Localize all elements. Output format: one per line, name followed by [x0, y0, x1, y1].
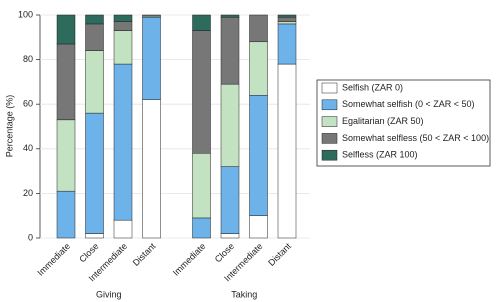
bar-segment	[220, 14, 240, 18]
x-tick-label: Immediate	[171, 241, 208, 278]
bar-segment	[142, 14, 161, 17]
y-tick-label: 40	[23, 143, 33, 153]
x-tick-label: Close	[77, 241, 100, 264]
legend-label: Selfish (ZAR 0)	[342, 82, 403, 92]
group-label: Taking	[231, 289, 257, 299]
y-tick-label: 20	[23, 188, 33, 198]
bar-segment	[192, 14, 211, 31]
bar-segment	[277, 21, 297, 25]
x-tick-label: Distant	[131, 241, 158, 268]
bar-segment	[277, 14, 297, 18]
bar-segment	[113, 63, 133, 221]
bar-segment	[85, 23, 104, 51]
bar-segment	[85, 112, 104, 234]
bar-segment	[249, 14, 268, 43]
legend-swatch	[321, 99, 338, 111]
legend-swatch	[321, 82, 338, 94]
bar-segment	[277, 63, 297, 239]
bar-segment	[277, 16, 297, 22]
x-tick-label: Immediate	[35, 241, 72, 278]
bar-segment	[113, 219, 133, 239]
bar-segment	[192, 217, 211, 239]
bar-segment	[220, 166, 240, 234]
bar-segment	[113, 14, 133, 22]
bar-segment	[56, 14, 76, 45]
legend	[316, 79, 491, 167]
bar-segment	[192, 30, 211, 154]
y-tick-label: 80	[23, 54, 33, 64]
bar-segment	[85, 50, 104, 114]
bar-segment	[192, 153, 211, 219]
x-tick-label: Distant	[266, 241, 293, 268]
y-axis-title: Percentage (%)	[4, 95, 14, 158]
y-tick-label: 60	[23, 99, 33, 109]
legend-label: Egalitarian (ZAR 50)	[342, 116, 424, 126]
legend-label: Somewhat selfish (0 < ZAR < 50)	[342, 99, 475, 109]
bar-segment	[56, 119, 76, 192]
y-tick-label: 0	[28, 232, 33, 242]
bar-segment	[56, 43, 76, 121]
bar-segment	[220, 83, 240, 167]
bar-segment	[56, 190, 76, 239]
bar-segment	[85, 233, 104, 239]
legend-swatch	[321, 133, 338, 144]
y-tick-label: 100	[18, 9, 33, 19]
bar-segment	[85, 14, 104, 25]
bar-segment	[277, 23, 297, 65]
legend-label: Somewhat selfless (50 < ZAR < 100)	[342, 133, 489, 143]
legend-swatch	[321, 149, 338, 161]
bar-segment	[249, 215, 268, 239]
bar-segment	[142, 99, 161, 239]
bar-segment	[113, 30, 133, 65]
bar-segment	[142, 16, 161, 100]
bar-segment	[220, 16, 240, 85]
bar-segment	[113, 21, 133, 31]
bar-segment	[249, 41, 268, 96]
x-tick-label: Close	[213, 241, 236, 264]
bar-segment	[249, 95, 268, 216]
legend-swatch	[321, 116, 338, 127]
group-label: Giving	[96, 289, 122, 299]
bar-segment	[220, 233, 240, 239]
legend-label: Selfless (ZAR 100)	[342, 150, 418, 160]
